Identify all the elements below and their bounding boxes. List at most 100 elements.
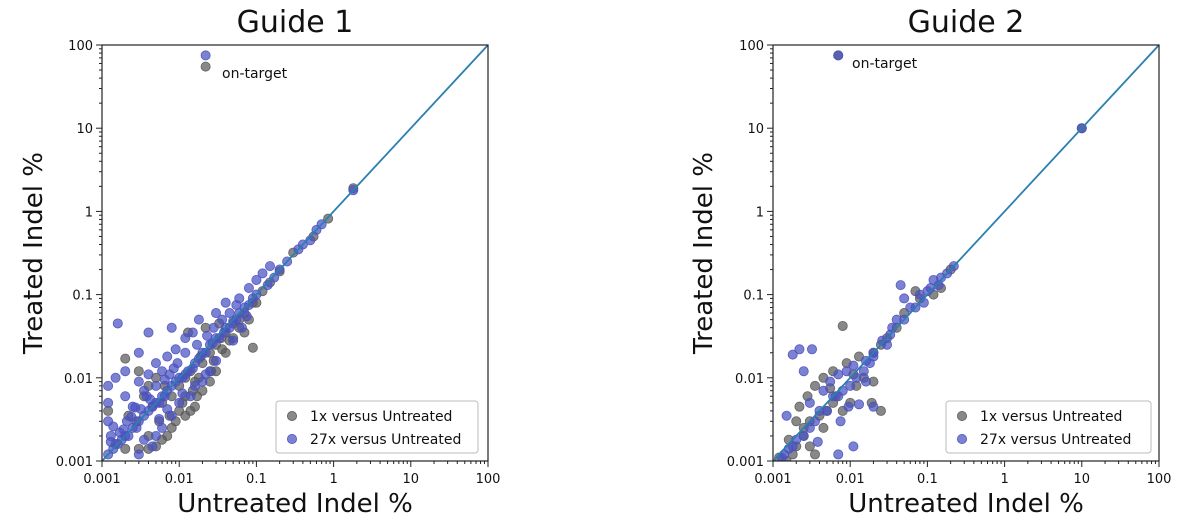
data-point: [818, 422, 829, 433]
data-point: [105, 430, 116, 441]
data-point: [121, 416, 132, 427]
data-point: [794, 401, 805, 412]
data-point: [187, 327, 198, 338]
chart-title: Guide 2: [908, 5, 1025, 40]
data-point: [139, 434, 150, 445]
data-point: [162, 351, 173, 362]
data-point: [891, 314, 902, 325]
y-tick-label: 0.1: [743, 289, 764, 304]
data-point: [810, 449, 821, 460]
data-point: [208, 322, 219, 333]
data-point: [798, 366, 809, 377]
x-tick-label: 0.001: [754, 472, 791, 487]
data-point: [241, 311, 252, 322]
data-point: [170, 344, 181, 355]
data-point: [200, 50, 211, 61]
data-point: [806, 344, 817, 355]
data-point: [162, 404, 173, 415]
y-tick-label: 0.001: [56, 455, 93, 470]
y-axis-label: Treated Indel %: [689, 152, 719, 355]
data-point: [843, 401, 854, 412]
data-point: [812, 436, 823, 447]
data-point: [143, 369, 154, 380]
data-point: [150, 380, 161, 391]
data-point: [833, 369, 844, 380]
data-point: [818, 385, 829, 396]
x-tick-label: 0.01: [836, 472, 865, 487]
legend: 1x versus Untreated 27x versus Untreated: [945, 400, 1152, 454]
data-point: [899, 293, 910, 304]
y-tick-label: 100: [68, 39, 93, 54]
data-point: [130, 402, 141, 413]
plot-frame: [772, 44, 1160, 462]
data-point: [841, 366, 852, 377]
x-tick-label: 10: [403, 472, 420, 487]
identity-line: [101, 44, 489, 462]
legend-marker: [286, 433, 297, 444]
legend-marker: [957, 433, 968, 444]
data-point: [166, 422, 177, 433]
legend-label: 1x versus Untreated: [310, 409, 452, 425]
y-tick-label: 0.001: [727, 455, 764, 470]
data-point: [837, 320, 848, 331]
data-point: [157, 422, 168, 433]
legend-label: 1x versus Untreated: [980, 409, 1122, 425]
data-point: [935, 272, 946, 283]
data-point: [787, 349, 798, 360]
data-point: [177, 388, 188, 399]
identity-line: [772, 44, 1160, 462]
data-point: [150, 430, 161, 441]
chart-panel-1: Guide 1 Untreated Indel % Treated Indel % 0…: [19, 5, 500, 519]
data-point: [804, 441, 815, 452]
x-axis-label: Untreated Indel %: [177, 489, 413, 519]
data-point: [211, 355, 222, 366]
legend-label: 27x versus Untreated: [310, 432, 461, 448]
x-tick-label: 100: [476, 472, 501, 487]
data-point: [895, 280, 906, 291]
data-point: [191, 339, 202, 350]
data-point: [120, 391, 131, 402]
legend-box: [945, 400, 1152, 454]
chart-panel-2: Guide 2 Untreated Indel % Treated Indel % 0…: [689, 5, 1171, 519]
legend: 1x versus Untreated 27x versus Untreated: [275, 400, 479, 454]
data-point: [845, 380, 856, 391]
legend-marker: [286, 410, 297, 421]
data-point: [164, 369, 175, 380]
y-tick-label: 100: [739, 39, 764, 54]
data-point: [236, 322, 247, 333]
legend-marker: [957, 410, 968, 421]
chart-title: Guide 1: [237, 5, 354, 40]
data-point: [217, 344, 228, 355]
data-point: [228, 335, 239, 346]
y-tick-label: 10: [747, 122, 764, 137]
x-axis-label: Untreated Indel %: [848, 489, 1084, 519]
data-point: [112, 318, 123, 329]
data-point: [848, 360, 859, 371]
data-point: [150, 358, 161, 369]
data-point: [108, 421, 119, 432]
data-point: [269, 272, 280, 283]
data-point: [189, 401, 200, 412]
data-point: [257, 268, 268, 279]
data-point: [202, 330, 213, 341]
data-point: [154, 413, 165, 424]
data-point: [193, 314, 204, 325]
x-tick-label: 10: [1074, 472, 1091, 487]
data-point: [120, 366, 131, 377]
y-tick-label: 0.1: [72, 289, 93, 304]
data-point: [877, 335, 888, 346]
x-tick-label: 0.1: [917, 472, 938, 487]
data-point: [804, 397, 815, 408]
data-point: [825, 376, 836, 387]
y-tick-label: 0.01: [735, 372, 764, 387]
data-points: [103, 50, 359, 460]
data-point: [180, 347, 191, 358]
data-point: [853, 399, 864, 410]
data-point: [200, 61, 211, 72]
legend-box: [275, 400, 479, 454]
data-point: [103, 397, 114, 408]
data-point: [120, 443, 131, 454]
data-point: [243, 283, 254, 294]
data-point: [875, 405, 886, 416]
